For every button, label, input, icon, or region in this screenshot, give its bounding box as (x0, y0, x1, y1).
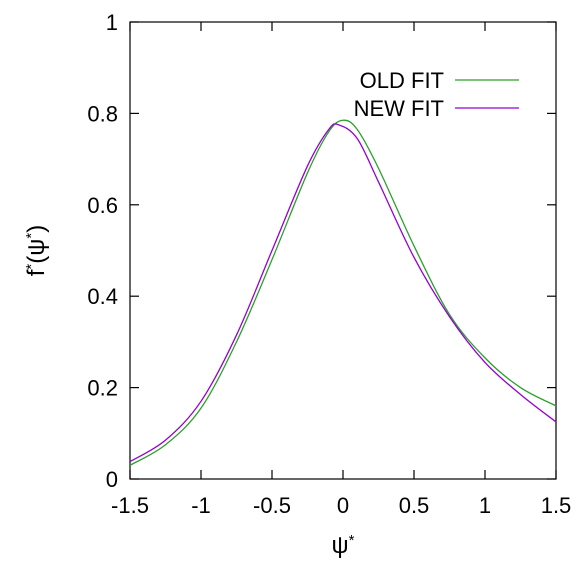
axis-labels: ψ* f*(ψ*) (23, 225, 355, 559)
x-tick-label-4: 0.5 (399, 493, 430, 518)
x-axis-label: ψ* (332, 532, 355, 560)
legend-label-new-fit: NEW FIT (354, 96, 444, 121)
x-tick-label-5: 1 (479, 493, 491, 518)
x-tick-label-2: -0.5 (253, 493, 291, 518)
axis-tick-labels: -1.5 -1 -0.5 0 0.5 1 1.5 0 0.2 0.4 0.6 0.8 1 (87, 10, 571, 518)
series-line-new-fit (129, 123, 557, 463)
y-axis-label: f*(ψ*) (23, 225, 51, 276)
series-line-old-fit (129, 119, 557, 466)
x-tick-label-0: -1.5 (111, 493, 149, 518)
legend: OLD FIT NEW FIT (354, 68, 519, 121)
legend-label-old-fit: OLD FIT (360, 68, 444, 93)
series-lines (129, 119, 557, 466)
y-tick-label-5: 1 (106, 10, 118, 35)
y-tick-label-4: 0.8 (87, 101, 118, 126)
y-tick-label-0: 0 (106, 467, 118, 492)
y-tick-label-1: 0.2 (87, 376, 118, 401)
y-tick-label-3: 0.6 (87, 193, 118, 218)
y-tick-label-2: 0.4 (87, 284, 118, 309)
axis-ticks (129, 21, 557, 480)
x-tick-label-6: 1.5 (541, 493, 572, 518)
x-tick-label-3: 0 (337, 493, 349, 518)
x-tick-label-1: -1 (191, 493, 211, 518)
